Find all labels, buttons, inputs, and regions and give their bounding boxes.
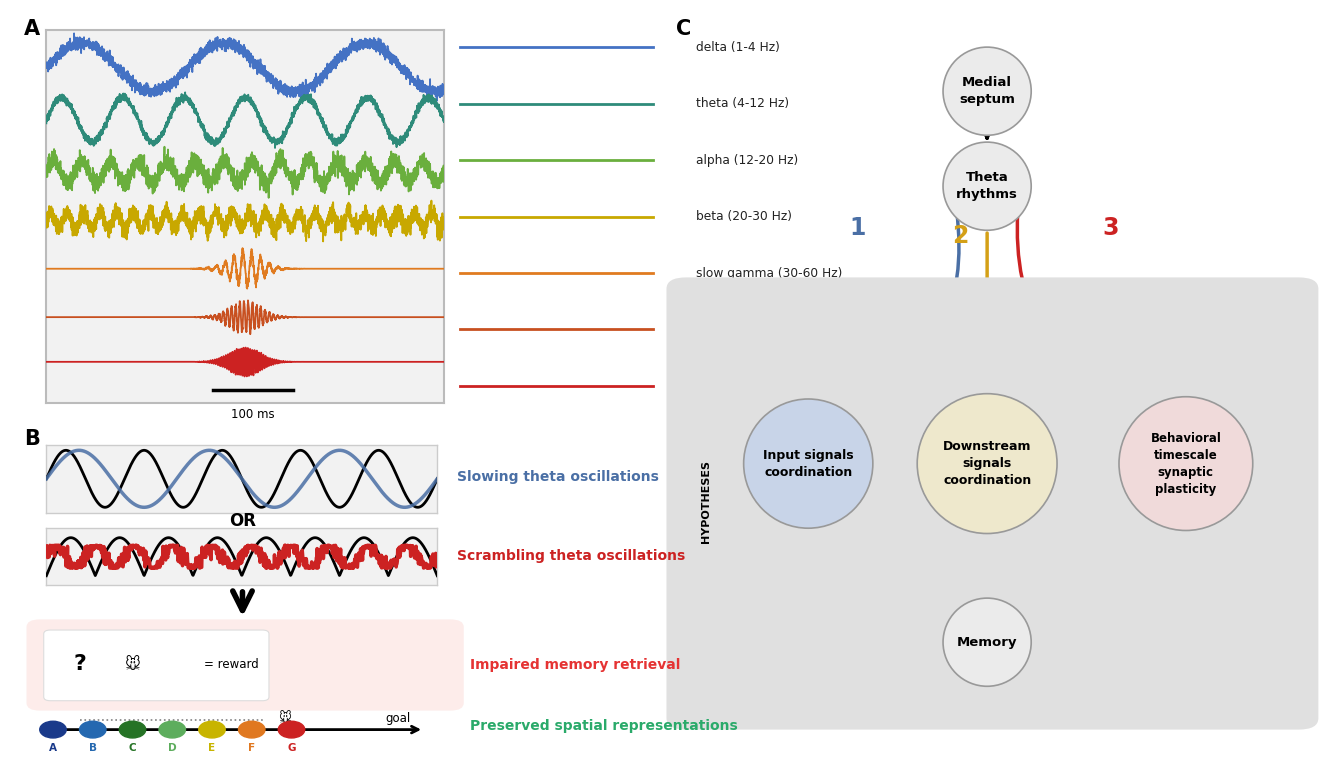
Text: A: A: [24, 19, 40, 39]
Text: 1: 1: [849, 216, 865, 240]
Text: E: E: [208, 743, 216, 753]
Text: F: F: [248, 743, 256, 753]
Text: Input signals
coordination: Input signals coordination: [763, 448, 853, 479]
Text: 3: 3: [1102, 216, 1118, 240]
Text: A: A: [49, 743, 57, 753]
Text: Theta
rhythms: Theta rhythms: [957, 171, 1018, 201]
Text: Scrambling theta oscillations: Scrambling theta oscillations: [457, 549, 685, 563]
Text: 100 ms: 100 ms: [232, 408, 274, 421]
Text: 🐭: 🐭: [125, 657, 140, 672]
Text: beta (20-30 Hz): beta (20-30 Hz): [696, 210, 792, 223]
Text: HYPOTHESES: HYPOTHESES: [701, 460, 712, 543]
Text: C: C: [676, 19, 692, 39]
Text: B: B: [24, 429, 40, 449]
Text: 🐭: 🐭: [278, 712, 292, 726]
Text: ripples (150-250 Hz): ripples (150-250 Hz): [696, 379, 822, 392]
Text: = reward: = reward: [204, 657, 260, 671]
Text: D: D: [168, 743, 176, 753]
Text: B: B: [89, 743, 97, 753]
Text: Preserved spatial representations: Preserved spatial representations: [470, 719, 738, 733]
Text: fast gamma (60-150 Hz): fast gamma (60-150 Hz): [696, 323, 845, 336]
Text: theta (4-12 Hz): theta (4-12 Hz): [696, 97, 788, 110]
Text: OR: OR: [229, 511, 256, 530]
Text: ?: ?: [73, 654, 86, 674]
Text: Downstream
signals
coordination: Downstream signals coordination: [943, 440, 1031, 487]
Text: Behavioral
timescale
synaptic
plasticity: Behavioral timescale synaptic plasticity: [1150, 432, 1222, 496]
Text: slow gamma (30-60 Hz): slow gamma (30-60 Hz): [696, 267, 843, 280]
Text: G: G: [288, 743, 295, 753]
Text: alpha (12-20 Hz): alpha (12-20 Hz): [696, 154, 798, 166]
Text: 2: 2: [953, 223, 969, 248]
Text: goal: goal: [384, 712, 411, 726]
Text: Memory: Memory: [957, 635, 1018, 649]
Text: Medial
septum: Medial septum: [959, 76, 1015, 106]
Text: C: C: [129, 743, 136, 753]
Text: Impaired memory retrieval: Impaired memory retrieval: [470, 658, 681, 672]
Text: Slowing theta oscillations: Slowing theta oscillations: [457, 470, 659, 484]
Text: delta (1-4 Hz): delta (1-4 Hz): [696, 41, 779, 54]
